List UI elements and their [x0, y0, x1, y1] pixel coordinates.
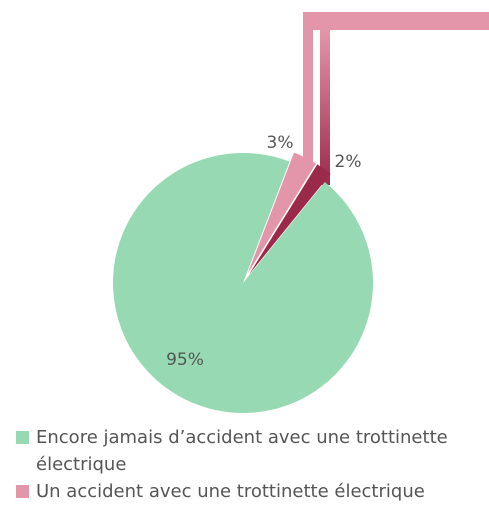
chart: 95% 3% 2% — [113, 12, 489, 414]
data-label: 95% — [166, 350, 204, 370]
pie-slice — [248, 164, 331, 275]
pie-slice — [113, 153, 373, 414]
pie-slice — [247, 152, 316, 275]
data-label: 2% — [335, 152, 362, 172]
data-label: 3% — [267, 133, 294, 153]
legend-swatch — [16, 485, 29, 498]
legend-item: Encore jamais d’accident avec une trotti… — [14, 424, 484, 478]
legend-swatch — [16, 431, 29, 444]
legend-item: Un accident avec une trottinette électri… — [14, 478, 484, 505]
connector — [303, 12, 489, 185]
legend-label: Un accident avec une trottinette électri… — [36, 481, 425, 502]
legend: Encore jamais d’accident avec une trotti… — [14, 424, 484, 505]
legend-label: Encore jamais d’accident avec une trotti… — [36, 427, 448, 475]
